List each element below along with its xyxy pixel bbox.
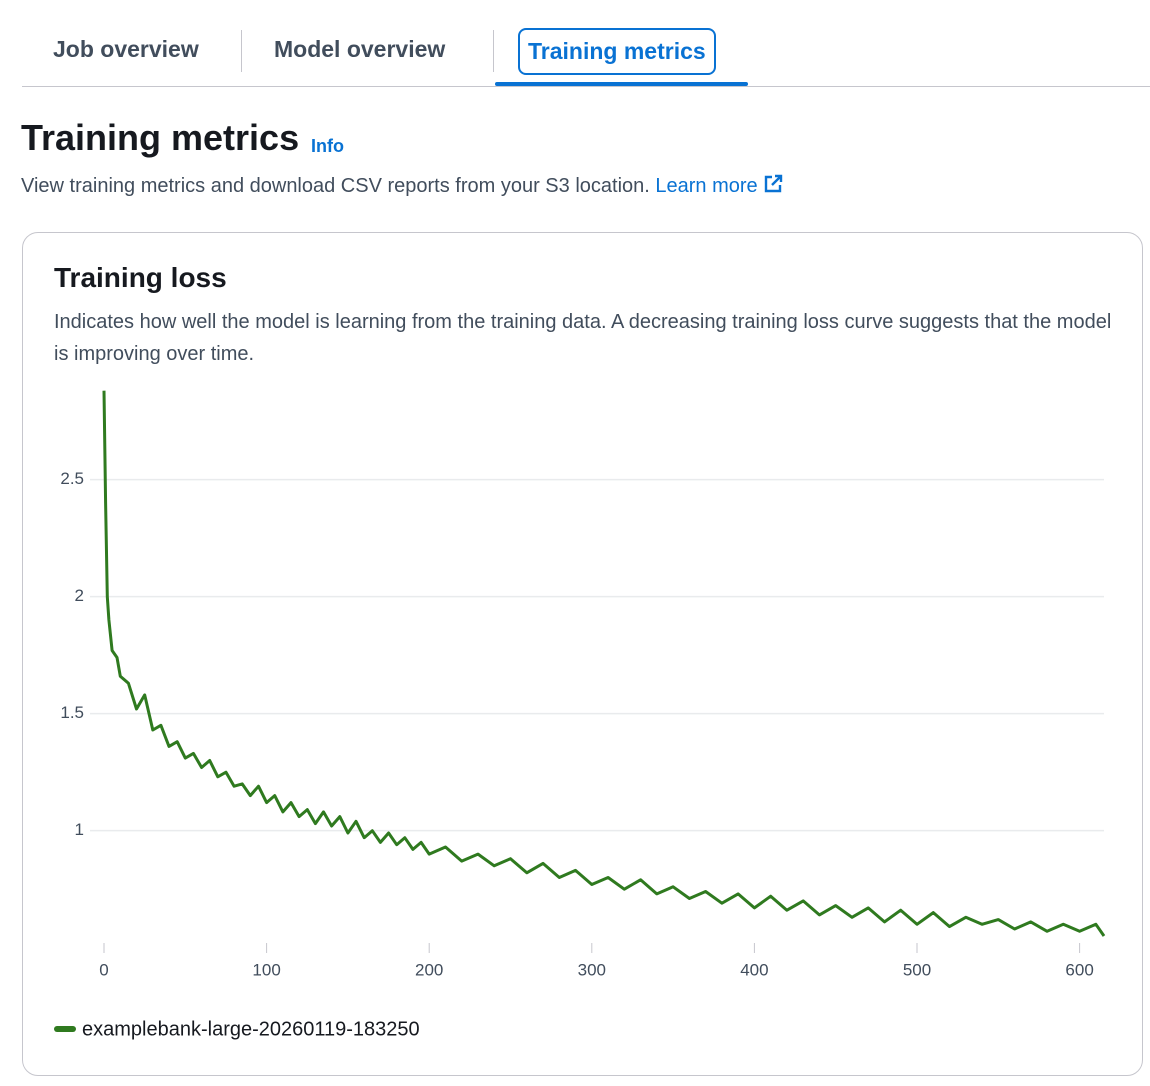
x-tick-label: 500 [903, 960, 931, 979]
y-tick-label: 1.5 [60, 703, 84, 722]
tab-active[interactable]: Training metrics [518, 28, 716, 75]
tab[interactable]: Model overview [274, 36, 446, 62]
y-tick-label: 2 [75, 586, 84, 605]
x-tick-label: 300 [578, 960, 606, 979]
tab-separator [241, 30, 242, 72]
info-link[interactable]: Info [311, 136, 344, 156]
y-tick-label: 1 [75, 820, 84, 839]
learn-more-link[interactable]: Learn more [655, 175, 758, 197]
tab-divider [22, 86, 1150, 87]
description-text: View training metrics and download CSV r… [21, 175, 650, 197]
x-tick-label: 100 [252, 960, 280, 979]
tab-separator [493, 30, 494, 72]
y-tick-label: 2.5 [60, 469, 84, 488]
page-title: Training metrics [21, 117, 300, 158]
data-line [102, 390, 1106, 937]
chart-title: Training loss [54, 262, 227, 293]
external-icon [765, 174, 783, 193]
x-tick-label: 200 [415, 960, 443, 979]
x-tick-label: 600 [1065, 960, 1093, 979]
tab-indicator [495, 82, 748, 86]
card [22, 232, 1143, 1076]
x-tick-label: 0 [99, 960, 108, 979]
tab[interactable]: Job overview [53, 36, 199, 62]
legend-label: examplebank-large-20260119-183250 [82, 1018, 420, 1040]
description: View training metrics and download CSV r… [21, 174, 783, 198]
chart-subtitle: Indicates how well the model is learning… [54, 311, 1112, 365]
x-tick-label: 400 [740, 960, 768, 979]
